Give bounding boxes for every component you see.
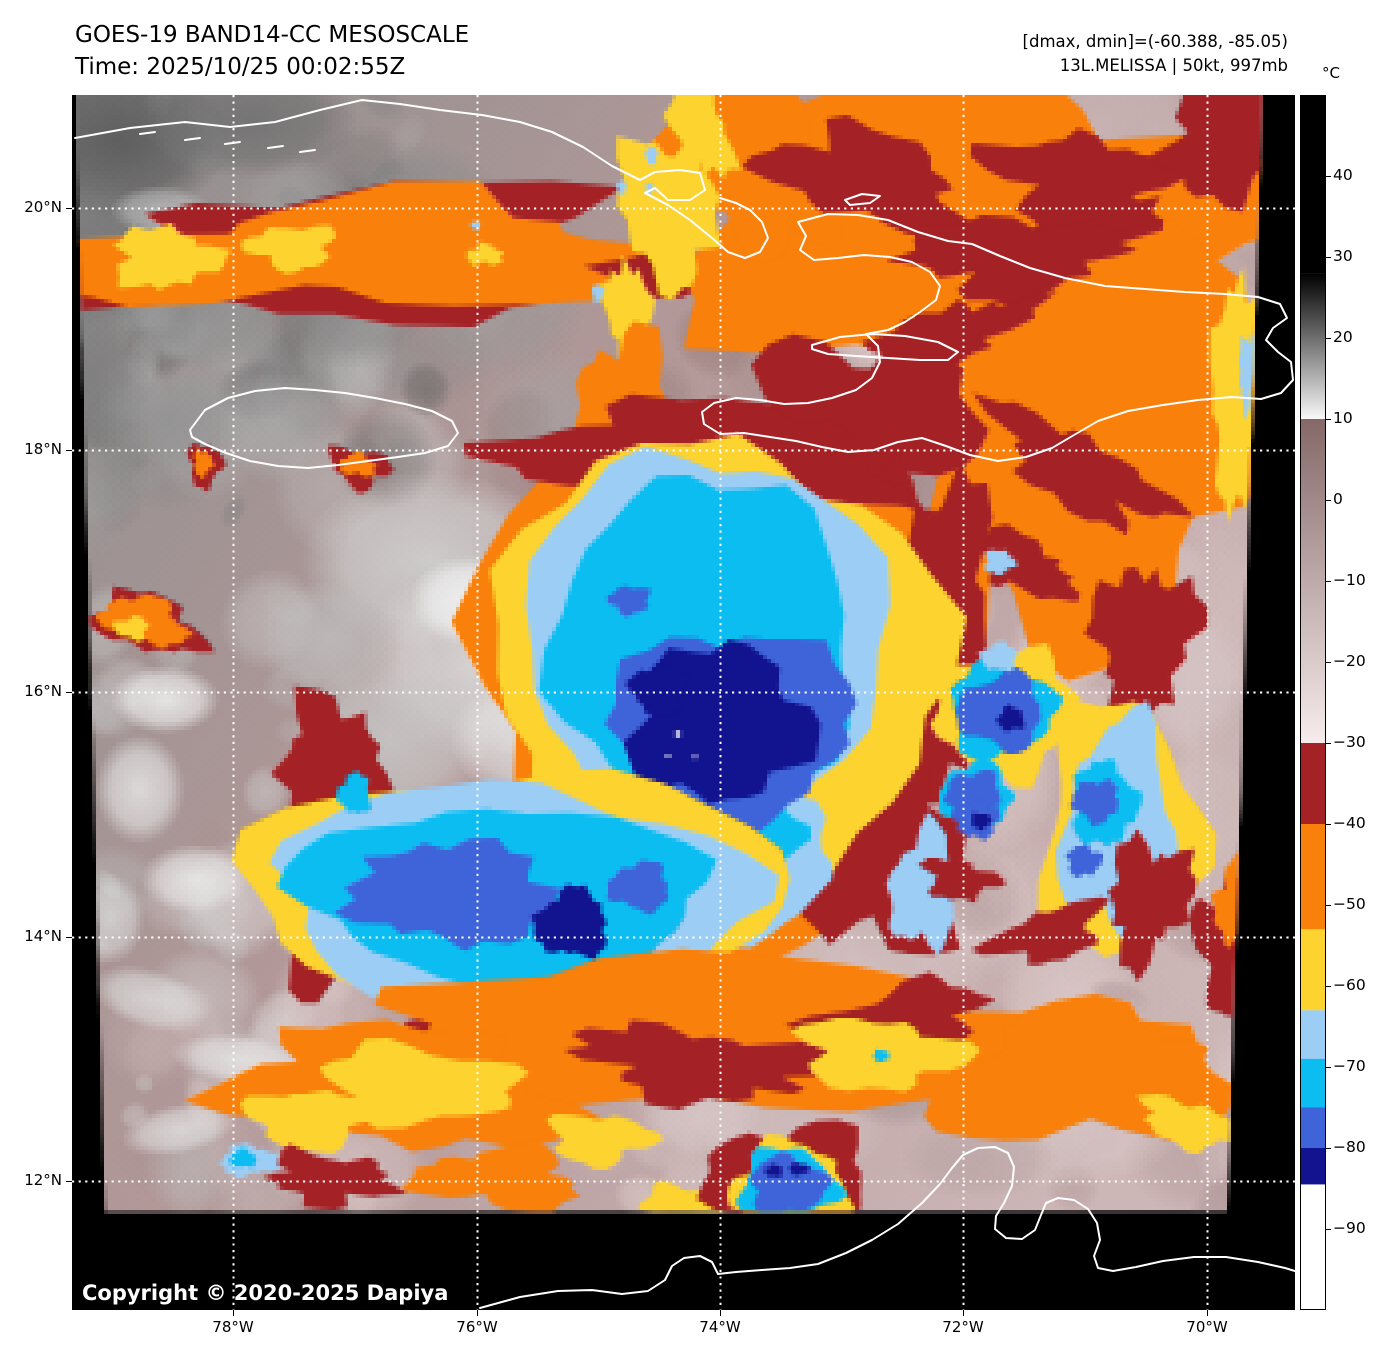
y-tick-label: 12°N — [24, 1171, 62, 1189]
copyright-watermark: Copyright © 2020-2025 Dapiya — [82, 1281, 449, 1305]
plot-subtitle-time: Time: 2025/10/25 00:02:55Z — [75, 54, 406, 80]
colorbar-tick-label: −30 — [1333, 733, 1366, 751]
colorbar-tick-label: −40 — [1333, 814, 1366, 832]
y-tick-label: 18°N — [24, 440, 62, 458]
colorbar-tick-label: 20 — [1333, 328, 1353, 346]
x-tick-label: 74°W — [699, 1318, 741, 1336]
y-tick-mark — [66, 937, 72, 938]
colorbar-tick-label: −60 — [1333, 976, 1366, 994]
y-tick-mark — [66, 1181, 72, 1182]
colorbar-tick-label: 40 — [1333, 166, 1353, 184]
colorbar-canvas — [1300, 95, 1334, 1310]
y-tick-label: 14°N — [24, 927, 62, 945]
satellite-map-canvas — [72, 95, 1295, 1310]
colorbar-tick-label: −80 — [1333, 1138, 1366, 1156]
x-tick-mark — [233, 1310, 234, 1316]
storm-info-readout: 13L.MELISSA | 50kt, 997mb — [1059, 56, 1288, 75]
y-tick-label: 20°N — [24, 198, 62, 216]
x-tick-mark — [1207, 1310, 1208, 1316]
colorbar-tick-label: 10 — [1333, 409, 1353, 427]
plot-title: GOES-19 BAND14-CC MESOSCALE — [75, 22, 470, 48]
x-tick-label: 76°W — [456, 1318, 498, 1336]
dmax-dmin-readout: [dmax, dmin]=(-60.388, -85.05) — [1022, 32, 1288, 51]
y-tick-mark — [66, 692, 72, 693]
x-tick-label: 78°W — [212, 1318, 254, 1336]
x-tick-mark — [720, 1310, 721, 1316]
x-tick-mark — [963, 1310, 964, 1316]
colorbar-tick-label: −50 — [1333, 895, 1366, 913]
colorbar-tick-label: −90 — [1333, 1219, 1366, 1237]
x-tick-mark — [477, 1310, 478, 1316]
y-tick-mark — [66, 450, 72, 451]
colorbar-tick-label: 30 — [1333, 247, 1353, 265]
colorbar-tick-label: −10 — [1333, 571, 1366, 589]
x-tick-label: 72°W — [942, 1318, 984, 1336]
x-tick-label: 70°W — [1186, 1318, 1228, 1336]
y-tick-label: 16°N — [24, 682, 62, 700]
colorbar-unit-label: °C — [1322, 64, 1340, 82]
colorbar-tick-label: −20 — [1333, 652, 1366, 670]
colorbar-tick-label: 0 — [1333, 490, 1343, 508]
colorbar-tick-label: −70 — [1333, 1057, 1366, 1075]
y-tick-mark — [66, 208, 72, 209]
